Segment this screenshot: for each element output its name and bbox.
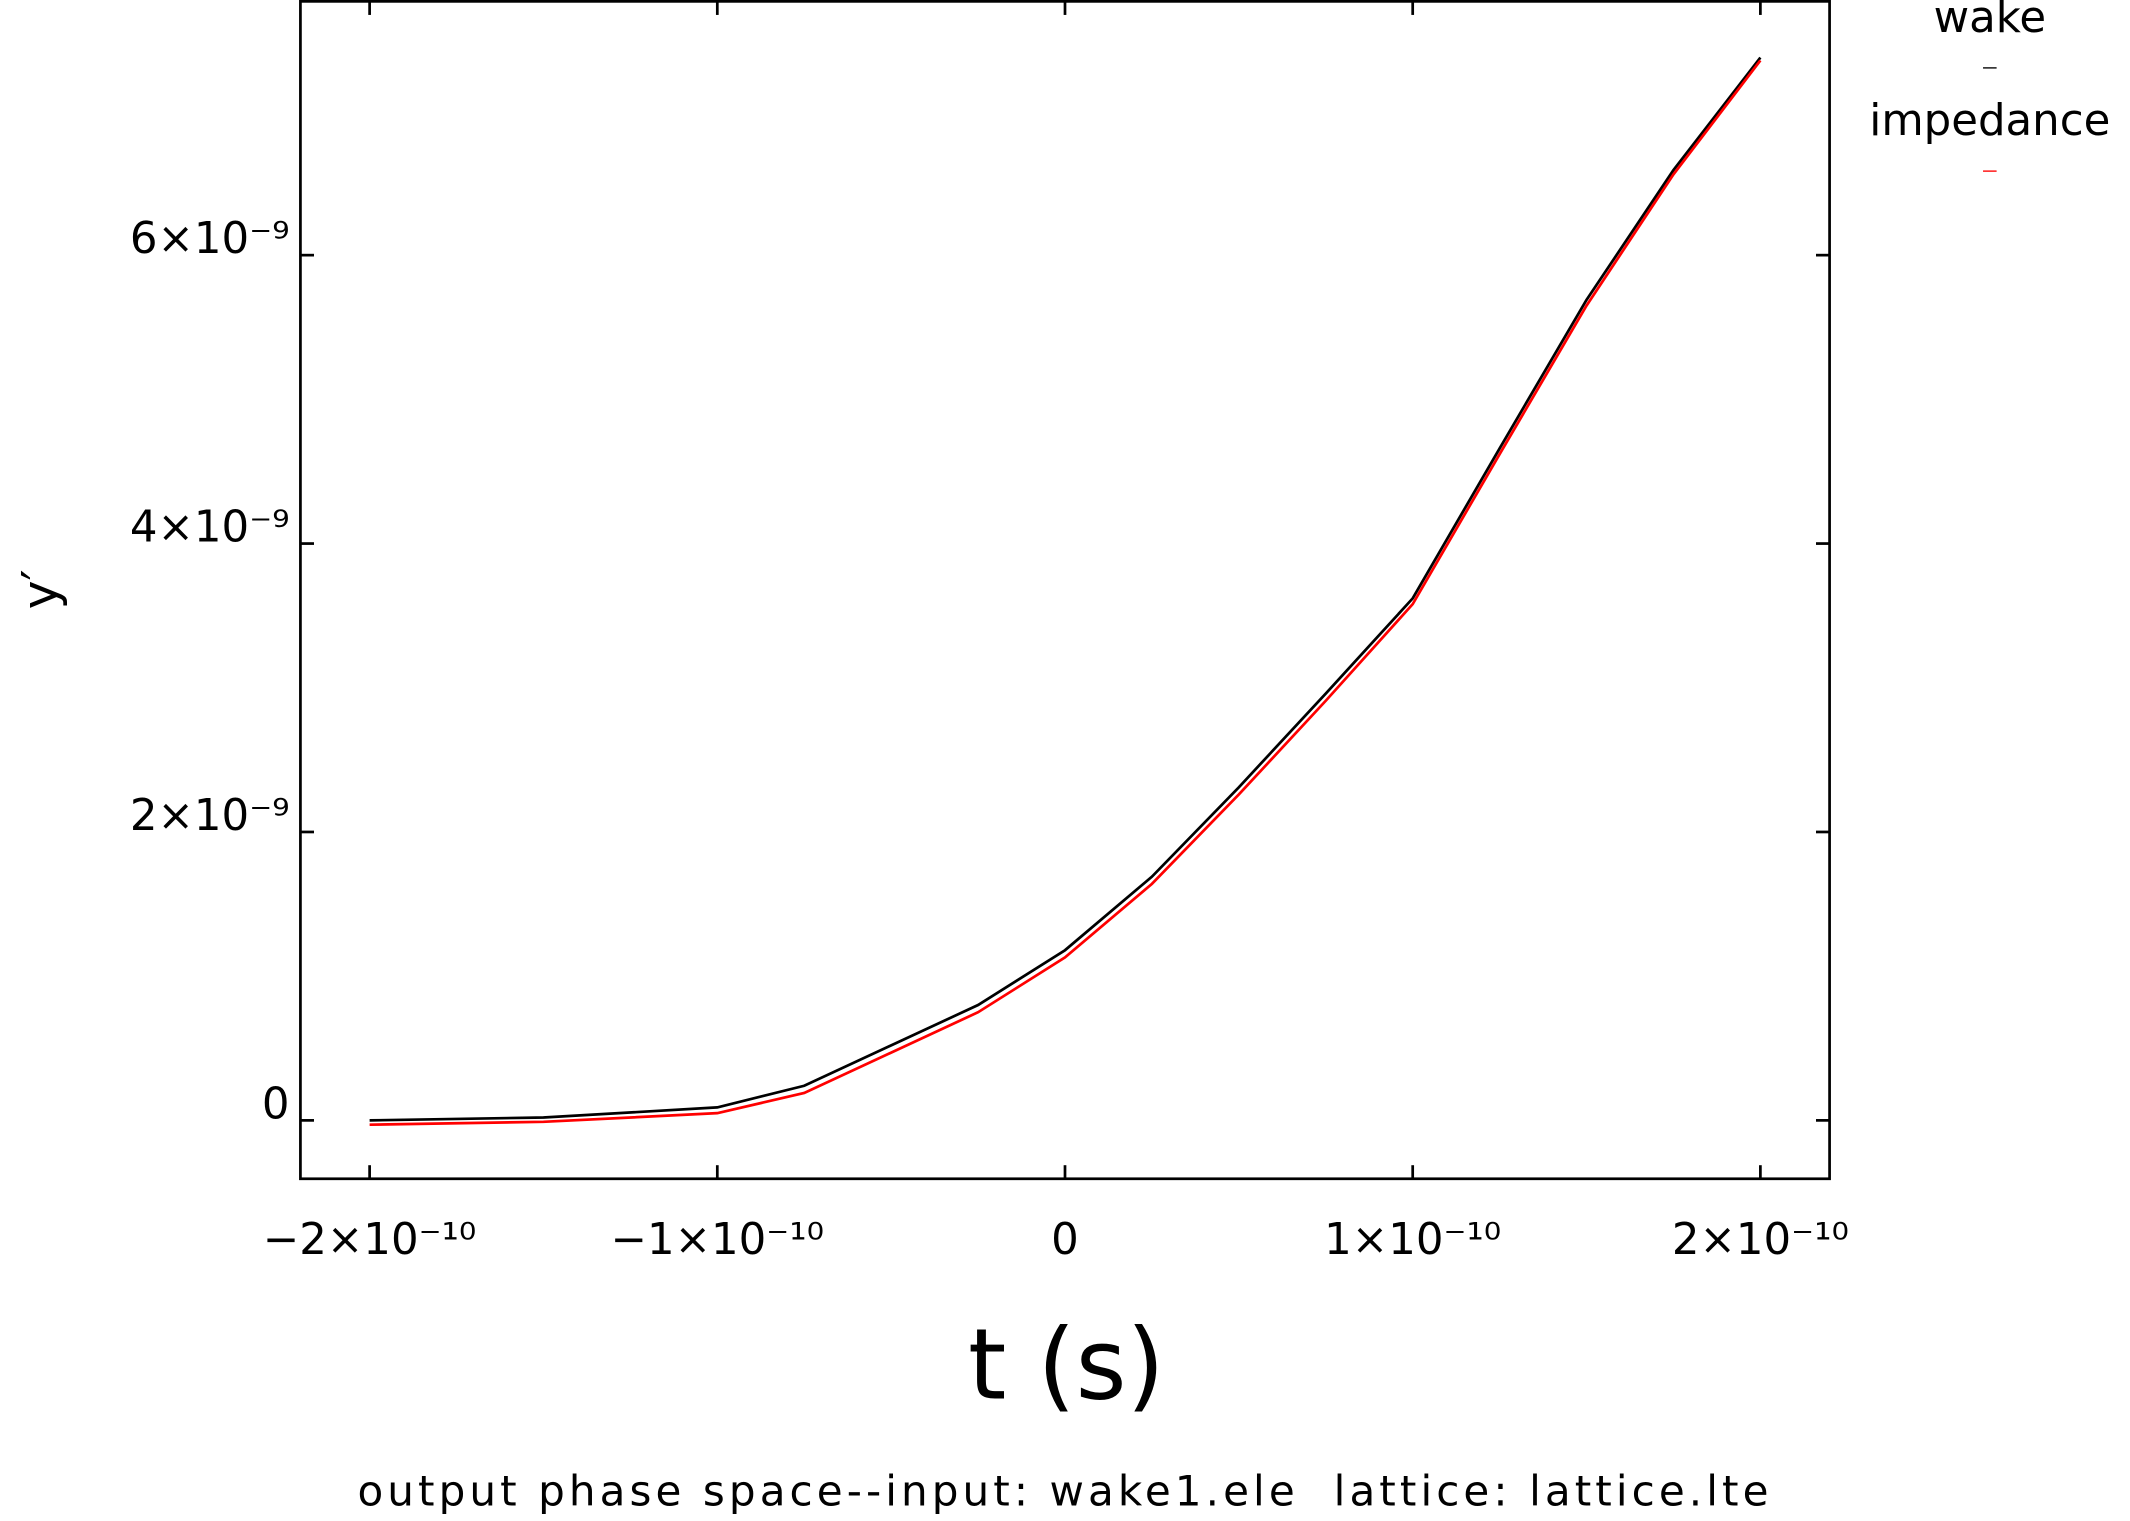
x-tick-label: −1×10⁻¹⁰ — [611, 1215, 824, 1265]
y-tick-label: 4×10⁻⁹ — [130, 502, 290, 552]
legend-label: wake — [1934, 0, 2046, 43]
y-tick-label: 0 — [262, 1079, 290, 1129]
x-axis-label: t (s) — [968, 1308, 1165, 1422]
x-tick-label: −2×10⁻¹⁰ — [263, 1215, 476, 1265]
x-tick-label: 1×10⁻¹⁰ — [1324, 1215, 1501, 1265]
plot-frame — [299, 0, 1831, 1181]
x-tick-label: 2×10⁻¹⁰ — [1672, 1215, 1849, 1265]
data-line — [369, 56, 1762, 1122]
data-line — [369, 59, 1762, 1127]
legend-label: impedance — [1869, 96, 2110, 146]
y-tick-label: 6×10⁻⁹ — [130, 214, 290, 264]
y-axis-label: y′ — [12, 569, 69, 609]
y-tick-label: 2×10⁻⁹ — [130, 791, 290, 841]
x-tick-label: 0 — [1051, 1215, 1079, 1265]
chart-title: output phase space--input: wake1.ele lat… — [357, 1466, 1772, 1515]
